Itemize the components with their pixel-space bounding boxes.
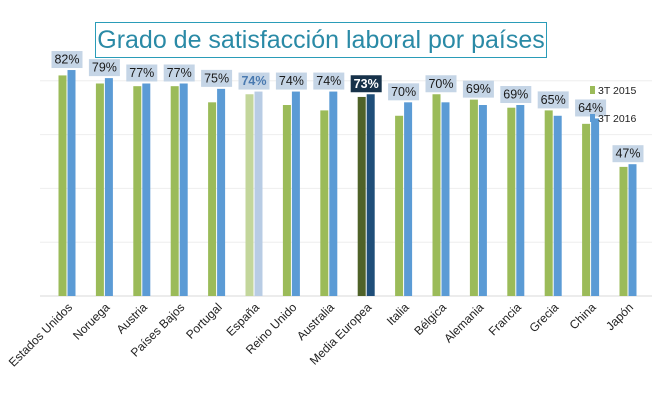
data-label: 75% [204, 71, 229, 85]
bar-2015 [58, 75, 67, 296]
bar-2015 [208, 102, 217, 296]
data-label-box [313, 72, 345, 90]
category-label: Italia [384, 300, 412, 328]
legend-label: 3T 2015 [598, 85, 636, 97]
data-label-box [88, 59, 120, 77]
data-label: 69% [466, 82, 491, 96]
bar-2015 [95, 83, 104, 297]
category-label: Portugal [183, 300, 225, 342]
data-label-box [388, 83, 420, 101]
bar-2016 [104, 78, 113, 296]
category-label: Grecia [526, 300, 561, 335]
data-label: 74% [241, 74, 266, 88]
category-label: Alemania [441, 300, 487, 346]
data-label: 70% [428, 77, 453, 91]
category-label: Japón [603, 300, 636, 333]
bar-2015 [619, 166, 628, 296]
bar-2015 [582, 123, 591, 296]
data-label: 77% [167, 66, 192, 80]
data-label: 73% [354, 77, 379, 91]
data-label-box [462, 80, 494, 98]
bar-2015 [395, 115, 404, 297]
bar-2016 [366, 94, 375, 296]
bar-2016 [217, 88, 226, 297]
data-label-box [163, 64, 195, 82]
bar-2015 [133, 86, 142, 297]
bar-2015 [357, 96, 366, 296]
bar-2016 [179, 83, 188, 297]
legend-swatch [590, 86, 595, 94]
bar-2016 [478, 105, 487, 296]
bar-2016 [67, 70, 76, 296]
bar-2016 [291, 91, 300, 296]
data-label-box [500, 86, 532, 104]
bar-2016 [142, 83, 151, 297]
category-label: Noruega [70, 300, 113, 343]
data-label: 74% [316, 74, 341, 88]
legend-label: 3T 2016 [598, 113, 636, 125]
bar-2015 [544, 110, 553, 296]
bar-2016 [254, 91, 263, 296]
data-label-box [575, 99, 607, 117]
data-label: 47% [615, 147, 640, 161]
category-label: Estados Unidos [6, 300, 75, 369]
data-label-box [126, 64, 158, 82]
bar-2015 [469, 99, 478, 296]
data-label: 69% [503, 88, 528, 102]
data-label: 64% [578, 101, 603, 115]
data-label: 65% [541, 93, 566, 107]
data-label-box [201, 69, 233, 87]
bar-2015 [320, 110, 329, 296]
data-label: 70% [391, 85, 416, 99]
data-label-box [51, 51, 83, 69]
data-label-box [425, 75, 457, 93]
bar-2016 [329, 91, 338, 296]
data-label-box [612, 145, 644, 163]
bar-2015 [282, 105, 291, 296]
bar-2015 [170, 86, 179, 297]
bar-2016 [404, 102, 413, 296]
data-label: 79% [92, 61, 117, 75]
chart-title: Grado de satisfacción laboral por países [95, 22, 547, 58]
bar-2015 [507, 107, 516, 296]
bar-2016 [516, 105, 525, 296]
bar-2015 [432, 94, 441, 296]
data-label-box [537, 91, 569, 109]
data-label-box [238, 72, 270, 90]
bar-2016 [591, 118, 600, 297]
data-label: 82% [54, 53, 79, 67]
data-label: 74% [279, 74, 304, 88]
data-label-box [275, 72, 307, 90]
data-label-box [350, 75, 382, 93]
category-label: Francia [486, 300, 524, 338]
category-label: China [567, 300, 599, 332]
bar-2015 [245, 94, 254, 296]
bar-2016 [441, 102, 450, 296]
data-label: 77% [129, 66, 154, 80]
category-label: Austria [114, 300, 151, 337]
bar-2016 [628, 164, 637, 296]
bar-2016 [553, 115, 562, 297]
legend-swatch [590, 114, 595, 122]
